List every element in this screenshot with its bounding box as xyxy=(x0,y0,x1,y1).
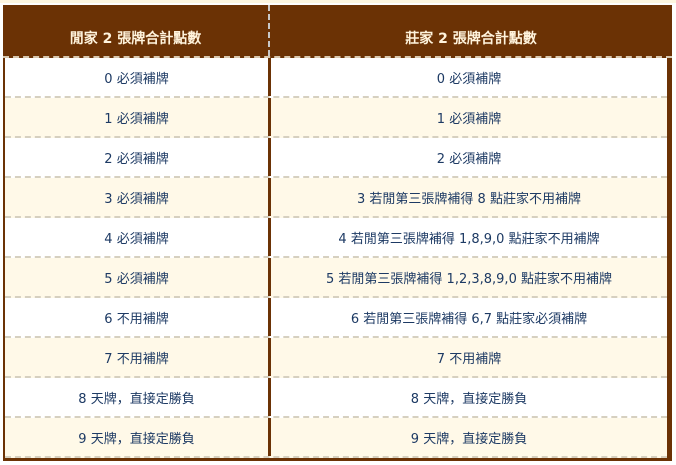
top-strip xyxy=(0,0,676,3)
table-header: 閒家 2 張牌合計點數 莊家 2 張牌合計點數 xyxy=(3,5,672,58)
banker-rule-cell: 8 天牌，直接定勝負 xyxy=(410,391,528,407)
banker-rule-cell: 0 必須補牌 xyxy=(436,71,502,87)
banker-rule-cell: 9 天牌，直接定勝負 xyxy=(410,431,528,447)
baccarat-rules-table: 閒家 2 張牌合計點數 莊家 2 張牌合計點數 0 必須補牌 0 必須補牌 1 必須… xyxy=(3,5,672,461)
banker-rule-cell: 1 必須補牌 xyxy=(436,111,502,127)
table-body: 0 必須補牌 0 必須補牌 1 必須補牌 1 必須補牌 2 必須補牌 2 必須補牌 3 必須… xyxy=(5,58,667,458)
table-row: 8 天牌，直接定勝負 8 天牌，直接定勝負 xyxy=(5,378,667,418)
table-row: 7 不用補牌 7 不用補牌 xyxy=(5,338,667,378)
table-row: 3 必須補牌 3 若閒第三張牌補得 8 點莊家不用補牌 xyxy=(5,178,667,218)
table-row: 1 必須補牌 1 必須補牌 xyxy=(5,98,667,138)
player-rule-cell: 9 天牌，直接定勝負 xyxy=(5,418,271,456)
table-row: 6 不用補牌 6 若閒第三張牌補得 6,7 點莊家必須補牌 xyxy=(5,298,667,338)
table-row: 0 必須補牌 0 必須補牌 xyxy=(5,58,667,98)
player-rule-cell: 2 必須補牌 xyxy=(5,138,271,176)
player-rule-cell: 0 必須補牌 xyxy=(5,58,271,96)
table-row: 9 天牌，直接定勝負 9 天牌，直接定勝負 xyxy=(5,418,667,458)
banker-rule-cell: 7 不用補牌 xyxy=(436,351,502,367)
banker-rule-cell: 5 若閒第三張牌補得 1,2,3,8,9,0 點莊家不用補牌 xyxy=(326,271,612,287)
banker-rule-cell: 3 若閒第三張牌補得 8 點莊家不用補牌 xyxy=(357,191,581,207)
header-player: 閒家 2 張牌合計點數 xyxy=(3,5,270,56)
banker-rule-cell: 4 若閒第三張牌補得 1,8,9,0 點莊家不用補牌 xyxy=(338,231,600,247)
player-rule-cell: 5 必須補牌 xyxy=(5,258,271,296)
table-row: 5 必須補牌 5 若閒第三張牌補得 1,2,3,8,9,0 點莊家不用補牌 xyxy=(5,258,667,298)
table-row: 4 必須補牌 4 若閒第三張牌補得 1,8,9,0 點莊家不用補牌 xyxy=(5,218,667,258)
player-rule-cell: 4 必須補牌 xyxy=(5,218,271,256)
header-banker: 莊家 2 張牌合計點數 xyxy=(405,30,537,47)
banker-rule-cell: 2 必須補牌 xyxy=(436,151,502,167)
table-row: 2 必須補牌 2 必須補牌 xyxy=(5,138,667,178)
banker-rule-cell: 6 若閒第三張牌補得 6,7 點莊家必須補牌 xyxy=(350,311,588,327)
player-rule-cell: 6 不用補牌 xyxy=(5,298,271,336)
player-rule-cell: 7 不用補牌 xyxy=(5,338,271,376)
player-rule-cell: 8 天牌，直接定勝負 xyxy=(5,378,271,416)
player-rule-cell: 1 必須補牌 xyxy=(5,98,271,136)
player-rule-cell: 3 必須補牌 xyxy=(5,178,271,216)
